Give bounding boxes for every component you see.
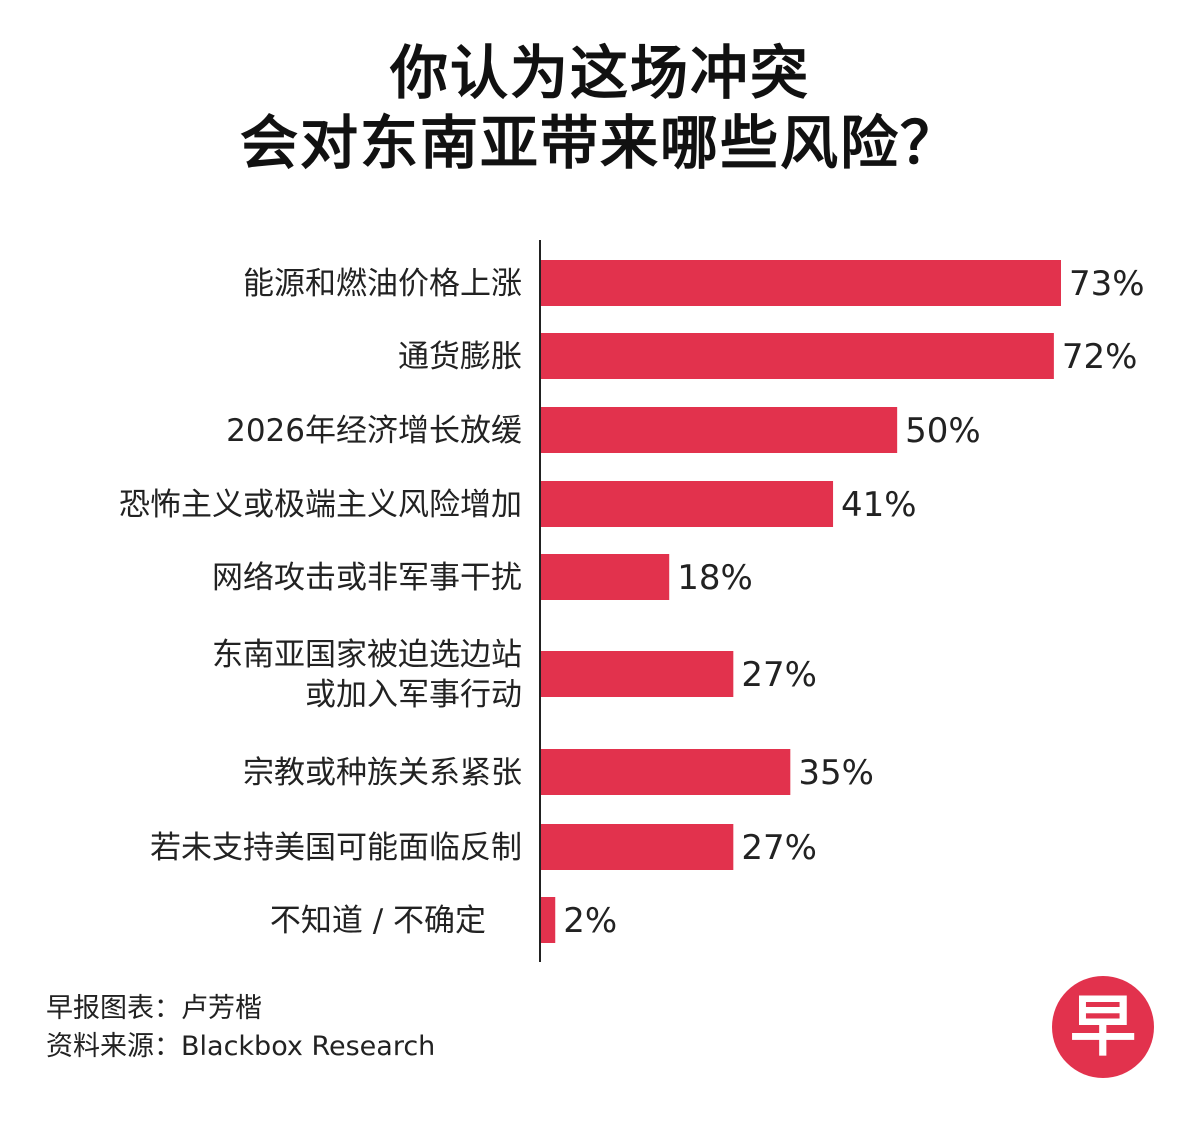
value-label-3: 41% (841, 485, 917, 525)
data-source: 资料来源：Blackbox Research (46, 1031, 436, 1062)
category-label-8: 不知道 / 不确定 (270, 903, 486, 939)
bar-2 (541, 407, 898, 453)
value-label-8: 2% (563, 901, 617, 941)
bar-1 (541, 333, 1054, 379)
category-label-7: 若未支持美国可能面临反制 (150, 830, 522, 866)
bar-chart: 73% 能源和燃油价格上涨 72% 通货膨胀 50% 2026年经济增长放缓 41% 恐怖主义… (119, 240, 1145, 962)
category-label-5-line-1: 或加入军事行动 (305, 677, 522, 713)
bar-3 (541, 481, 834, 527)
category-label-6: 宗教或种族关系紧张 (243, 755, 522, 791)
bar-0 (541, 260, 1061, 306)
value-label-6: 35% (798, 753, 874, 793)
bar-7 (541, 824, 734, 870)
value-label-5: 27% (741, 655, 817, 695)
logo-character: 早 (1070, 988, 1136, 1065)
bar-5 (541, 651, 734, 697)
chart-title-line-2: 会对东南亚带来哪些风险？ (239, 109, 960, 177)
value-label-4: 18% (677, 558, 753, 598)
bar-4 (541, 554, 670, 600)
zaobao-logo: 早 (1052, 976, 1154, 1078)
value-label-0: 73% (1069, 264, 1145, 304)
category-label-0: 能源和燃油价格上涨 (243, 266, 522, 302)
bar-8 (541, 897, 556, 943)
chart-title-line-1: 你认为这场冲突 (389, 39, 810, 107)
category-label-4: 网络攻击或非军事干扰 (212, 560, 522, 596)
value-label-7: 27% (741, 828, 817, 868)
category-label-5-line-0: 东南亚国家被迫选边站 (212, 637, 522, 673)
category-label-1: 通货膨胀 (398, 339, 522, 375)
chart-credit: 早报图表：卢芳楷 (46, 993, 262, 1024)
chart-title: 你认为这场冲突 会对东南亚带来哪些风险？ (0, 38, 1200, 178)
category-label-2: 2026年经济增长放缓 (226, 413, 522, 449)
value-label-2: 50% (905, 411, 981, 451)
credits: 早报图表：卢芳楷 资料来源：Blackbox Research (46, 990, 435, 1066)
value-label-1: 72% (1062, 337, 1138, 377)
bar-6 (541, 749, 791, 795)
category-label-3: 恐怖主义或极端主义风险增加 (119, 487, 522, 523)
